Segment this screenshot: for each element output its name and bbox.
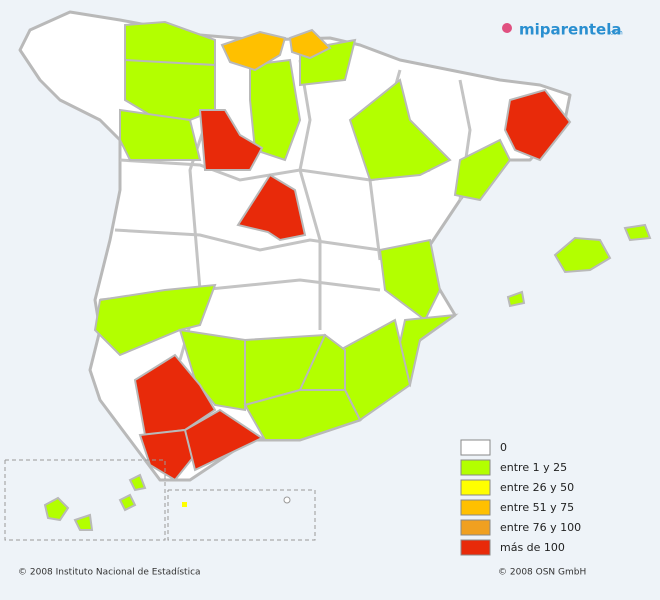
legend-label: más de 100 <box>500 541 565 554</box>
logo-icon <box>502 23 512 33</box>
legend-swatch <box>460 519 491 536</box>
footer-left: © 2008 Instituto Nacional de Estadística <box>18 568 201 578</box>
logo-suffix: .com <box>608 30 623 37</box>
legend-swatch <box>460 439 491 456</box>
inset-frames <box>4 459 316 541</box>
logo: miparentela <box>519 21 622 39</box>
legend-label: entre 26 y 50 <box>500 481 574 494</box>
legend-label: entre 51 y 75 <box>500 501 574 514</box>
legend-swatch <box>460 479 491 496</box>
ceuta <box>182 502 187 507</box>
legend-swatch <box>460 499 491 516</box>
legend-swatch <box>460 459 491 476</box>
legend-label: 0 <box>500 441 507 454</box>
provinces-mid <box>220 28 332 72</box>
legend: 0 entre 1 y 25 entre 26 y 50 entre 51 y 75 e… <box>460 439 581 556</box>
melilla <box>283 496 291 504</box>
legend-label: entre 76 y 100 <box>500 521 581 534</box>
legend-swatch <box>460 539 491 556</box>
footer-right: © 2008 OSN GmbH <box>498 568 586 578</box>
provinces-high <box>133 88 572 482</box>
legend-label: entre 1 y 25 <box>500 461 567 474</box>
provinces-low <box>43 20 652 531</box>
